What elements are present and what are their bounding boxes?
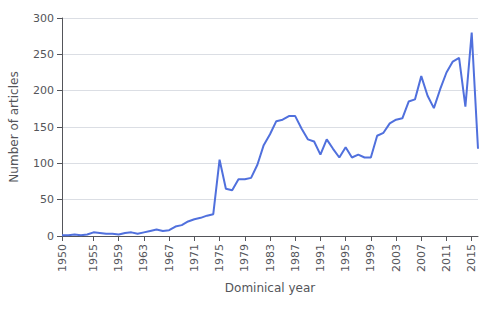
- svg-text:1967: 1967: [163, 244, 176, 272]
- svg-text:0: 0: [47, 230, 54, 243]
- svg-text:100: 100: [33, 157, 54, 170]
- svg-text:2007: 2007: [415, 244, 428, 272]
- svg-text:1975: 1975: [213, 244, 226, 272]
- svg-text:1979: 1979: [238, 244, 251, 272]
- svg-text:1991: 1991: [314, 244, 327, 272]
- svg-text:50: 50: [40, 193, 54, 206]
- svg-text:1995: 1995: [339, 244, 352, 272]
- svg-text:1955: 1955: [87, 244, 100, 272]
- svg-text:2003: 2003: [390, 244, 403, 272]
- svg-text:1959: 1959: [112, 244, 125, 272]
- svg-text:1963: 1963: [137, 244, 150, 272]
- svg-text:200: 200: [33, 84, 54, 97]
- svg-text:2011: 2011: [440, 244, 453, 272]
- svg-text:1950: 1950: [56, 244, 69, 272]
- svg-text:300: 300: [33, 12, 54, 25]
- svg-text:1987: 1987: [289, 244, 302, 272]
- svg-text:150: 150: [33, 121, 54, 134]
- svg-text:1983: 1983: [264, 244, 277, 272]
- svg-text:2015: 2015: [465, 244, 478, 272]
- svg-text:1971: 1971: [188, 244, 201, 272]
- svg-text:Dominical year: Dominical year: [225, 281, 315, 295]
- svg-text:250: 250: [33, 48, 54, 61]
- svg-text:Number of articles: Number of articles: [7, 71, 21, 182]
- svg-text:1999: 1999: [364, 244, 377, 272]
